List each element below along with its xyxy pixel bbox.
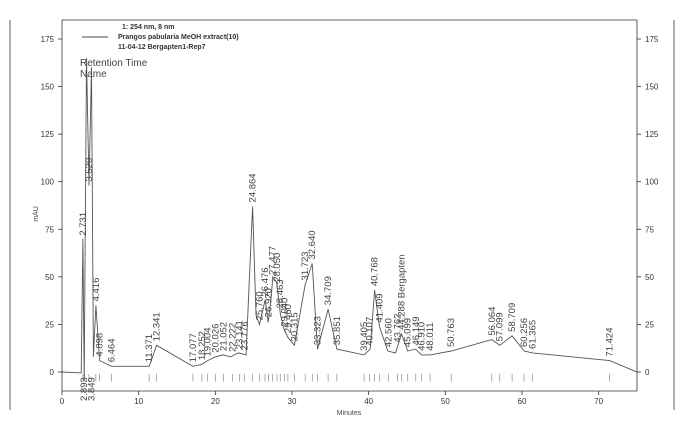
y-tick-label-left: 0 — [50, 368, 55, 377]
peak-label: 2.731 — [78, 212, 89, 236]
peak-label: 34.709 — [323, 276, 334, 305]
x-axis-label: Minutes — [337, 410, 362, 417]
y-tick-label-right: 25 — [645, 320, 654, 329]
peak-label: 41.409 — [374, 293, 385, 322]
overlay-name: Name — [80, 69, 107, 80]
peak-label: 39.405 — [359, 322, 370, 351]
y-tick-label-right: 125 — [645, 130, 659, 139]
peak-label: 29.040 — [280, 298, 291, 327]
y-tick-label-left: 125 — [41, 130, 55, 139]
peak-label: 29.460 — [283, 304, 294, 333]
peak-label: 35.851 — [332, 316, 343, 345]
legend: 1: 254 nm, 8 nm Prangos pabularia MeOH e… — [82, 24, 239, 51]
peak-label: 11.371 — [144, 334, 155, 362]
peak-label: 4.416 — [91, 278, 102, 302]
peak-label: 45.099 — [403, 318, 414, 347]
legend-run: 11-04-12 Bergapten1-Rep7 — [118, 44, 206, 51]
y-tick-label-right: 75 — [645, 225, 654, 234]
peak-label: 4.898 — [95, 333, 106, 357]
peak-label: 31.723 — [300, 251, 311, 280]
peak-label: 60.256 — [519, 318, 530, 347]
peak-label: 18.252 — [197, 331, 208, 360]
y-tick-label-left: 175 — [41, 35, 55, 44]
peak-label: 40.107 — [364, 317, 375, 346]
legend-header: 1: 254 nm, 8 nm — [122, 24, 175, 31]
peak-label: 61.365 — [527, 320, 538, 349]
x-tick-label: 50 — [441, 397, 450, 406]
peak-label: 28.050 — [272, 253, 283, 282]
x-tick-label: 0 — [60, 397, 65, 406]
peak-label: 27.477 — [268, 246, 279, 275]
peak-label: 19.004 — [203, 327, 214, 356]
peak-label: 57.099 — [495, 312, 506, 341]
x-tick-label: 70 — [594, 397, 603, 406]
x-tick-label: 60 — [518, 397, 527, 406]
peak-label: 24.864 — [248, 173, 259, 202]
y-tick-label-right: 175 — [645, 35, 659, 44]
peak-label: 40.768 — [370, 257, 381, 286]
peak-label: 21.052 — [218, 322, 229, 351]
peak-label: 50.763 — [446, 318, 457, 347]
peak-label: 6.464 — [107, 338, 118, 362]
peak-label: 58.709 — [507, 303, 518, 332]
peak-label: 25.760 — [254, 291, 265, 320]
y-tick-label-left: 100 — [41, 178, 55, 187]
peak-label: 20.026 — [211, 324, 222, 353]
peak-label: 43.762 — [393, 314, 404, 343]
y-tick-label-left: 150 — [41, 83, 55, 92]
peak-label: 26.476 — [260, 267, 271, 296]
peak-label: 46.149 — [411, 316, 422, 345]
peak-label: 17.077 — [188, 333, 199, 362]
chromatogram-trace — [61, 58, 638, 382]
peak-label: 46.910 — [417, 322, 428, 351]
y-tick-label-left: 75 — [45, 225, 54, 234]
peak-label-below: 2.893 — [79, 377, 90, 401]
y-axis-label: mAU — [33, 206, 40, 222]
peak-label: 26.920 — [263, 288, 274, 317]
peak-label: 71.424 — [605, 327, 616, 356]
y-tick-label-right: 50 — [645, 273, 654, 282]
peak-label: 56.064 — [487, 307, 498, 336]
peak-label: 32.640 — [307, 230, 318, 259]
y-tick-label-right: 100 — [645, 178, 659, 187]
peak-label: 22.222 — [227, 323, 238, 352]
peak-label: 30.315 — [289, 312, 300, 341]
y-tick-label-left: 50 — [45, 273, 54, 282]
x-tick-label: 20 — [211, 397, 220, 406]
peak-label: 44.288 Bergapten — [397, 254, 408, 330]
peak-label: 48.011 — [425, 322, 436, 350]
peak-label-below: 3.849 — [87, 377, 98, 401]
y-tick-label-right: 0 — [645, 368, 650, 377]
peak-label: 12.341 — [152, 312, 163, 341]
x-tick-label: 40 — [364, 397, 373, 406]
peak-label: 3.520 — [84, 158, 95, 182]
overlay-retention-time: Retention Time — [80, 58, 148, 69]
peak-label: 23.141 — [234, 320, 245, 349]
x-tick-label: 10 — [134, 397, 143, 406]
y-tick-label-left: 25 — [45, 320, 54, 329]
x-tick-label: 30 — [288, 397, 297, 406]
peak-label: 42.560 — [383, 318, 394, 347]
peak-label: 23.776 — [239, 321, 250, 350]
peak-label: 28.463 — [275, 279, 286, 308]
legend-series-name: Prangos pabularia MeOH extract(10) — [118, 34, 239, 41]
peak-label: 33.323 — [312, 316, 323, 345]
y-tick-label-right: 150 — [645, 83, 659, 92]
